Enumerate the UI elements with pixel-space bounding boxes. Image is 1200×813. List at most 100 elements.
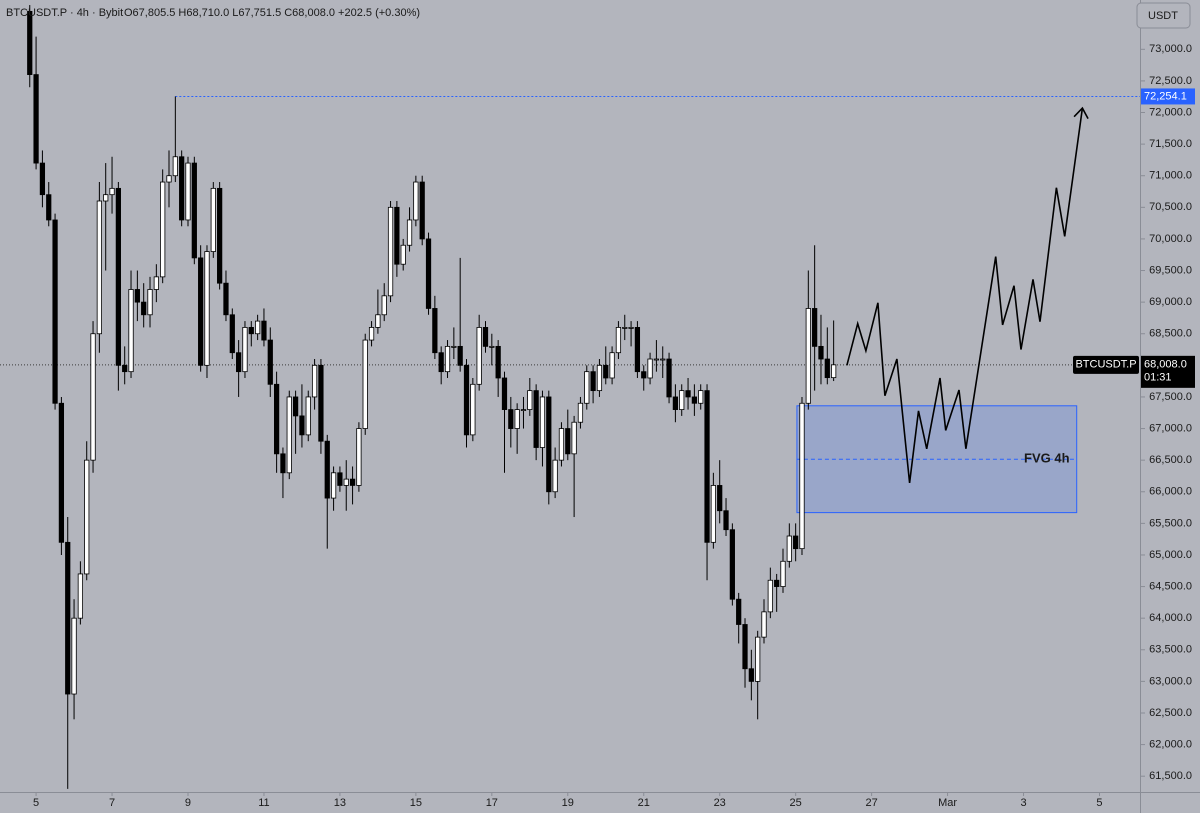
x-tick-label: 21: [638, 797, 650, 809]
x-tick-label: 27: [865, 797, 877, 809]
currency-button[interactable]: [1136, 2, 1191, 29]
x-tick-label: 17: [486, 797, 498, 809]
candle-body: [653, 358, 660, 361]
candle-body: [153, 276, 159, 290]
candle-body: [280, 453, 286, 474]
candle-body: [634, 327, 641, 373]
candle-body: [755, 636, 761, 682]
candle-body: [767, 579, 773, 613]
x-tick-label: Mar: [938, 797, 957, 809]
candle-body: [172, 156, 178, 177]
candle-body: [406, 219, 413, 246]
candle-body: [463, 364, 470, 436]
x-tick-label: 3: [1020, 797, 1026, 809]
candle-body: [267, 339, 273, 385]
chart-title: BTCUSDT.P · 4h · Bybit: [6, 7, 123, 19]
candle-body: [666, 358, 672, 398]
candle-body: [533, 390, 539, 448]
candle-body: [520, 409, 527, 411]
candle-body: [198, 257, 204, 366]
candle-body: [590, 371, 596, 392]
y-tick-label: 71,000.0: [1149, 170, 1192, 182]
candle-body: [286, 396, 292, 474]
y-tick-label: 69,000.0: [1149, 296, 1192, 308]
candle-body: [457, 345, 463, 366]
candle-body: [596, 364, 603, 392]
countdown-label: 01:31: [1144, 372, 1172, 384]
fvg-label: FVG 4h: [1024, 451, 1070, 466]
candle-body: [660, 358, 666, 361]
y-tick-label: 70,500.0: [1149, 201, 1192, 213]
x-tick-label: 11: [258, 797, 269, 809]
candle-body: [368, 327, 375, 341]
y-tick-label: 73,000.0: [1149, 43, 1192, 55]
candle-body: [514, 409, 520, 429]
candle-body: [818, 345, 824, 360]
y-tick-label: 70,000.0: [1149, 233, 1192, 245]
y-tick-label: 62,000.0: [1149, 739, 1192, 751]
x-tick-label: 9: [185, 797, 191, 809]
candle-body: [115, 187, 121, 366]
candle-body: [39, 162, 46, 196]
candle-body: [476, 327, 482, 385]
candle-body: [58, 402, 65, 543]
candle-body: [552, 459, 558, 493]
x-tick-label: 7: [109, 797, 115, 809]
candle-body: [641, 371, 647, 379]
y-tick-label: 65,000.0: [1149, 549, 1192, 561]
candle-body: [109, 187, 115, 196]
candle-body: [292, 396, 299, 417]
candle-body: [305, 396, 311, 436]
y-tick-label: 67,000.0: [1149, 422, 1192, 434]
candle-body: [799, 402, 805, 550]
candle-body: [584, 371, 590, 404]
y-tick-label: 67,500.0: [1149, 391, 1192, 403]
y-tick-label: 65,500.0: [1149, 517, 1192, 529]
y-tick-label: 72,500.0: [1149, 75, 1192, 87]
candle-body: [805, 308, 811, 404]
candle-body: [539, 396, 546, 448]
x-tick-label: 19: [562, 797, 574, 809]
candle-body: [204, 251, 210, 366]
candle-body: [248, 327, 254, 335]
y-tick-label: 62,500.0: [1149, 707, 1192, 719]
currency-label[interactable]: USDT: [1148, 10, 1178, 22]
candle-body: [698, 390, 704, 404]
candle-body: [122, 364, 128, 373]
y-tick-label: 68,500.0: [1149, 328, 1192, 340]
candle-body: [685, 390, 691, 398]
candle-body: [255, 320, 261, 335]
candle-body: [71, 617, 77, 695]
candle-body: [444, 345, 451, 373]
candle-body: [419, 181, 425, 240]
x-tick-label: 15: [410, 797, 422, 809]
candle-body: [141, 301, 147, 316]
candle-body: [495, 345, 501, 379]
candle-body: [381, 295, 387, 316]
candle-body: [223, 282, 229, 316]
candle-body: [52, 219, 58, 404]
candle-body: [96, 200, 102, 335]
candle-body: [261, 320, 267, 341]
candle-body: [742, 624, 748, 670]
candle-body: [672, 396, 679, 410]
target-badge: [1141, 88, 1195, 105]
candle-body: [337, 472, 343, 486]
candle-body: [343, 478, 349, 486]
candle-body: [748, 668, 754, 682]
projection-line: [846, 107, 1084, 483]
candle-body: [134, 289, 140, 303]
candle-body: [831, 364, 837, 379]
candle-body: [166, 175, 172, 183]
candle-body: [546, 396, 552, 493]
candle-body: [210, 187, 216, 252]
candle-body: [482, 327, 489, 347]
candle-body: [691, 396, 697, 404]
candle-body: [451, 345, 457, 348]
candle-body: [609, 352, 615, 379]
candle-body: [603, 364, 609, 379]
candle-body: [774, 579, 780, 587]
candle-body: [242, 327, 248, 373]
candle-body: [356, 428, 362, 486]
